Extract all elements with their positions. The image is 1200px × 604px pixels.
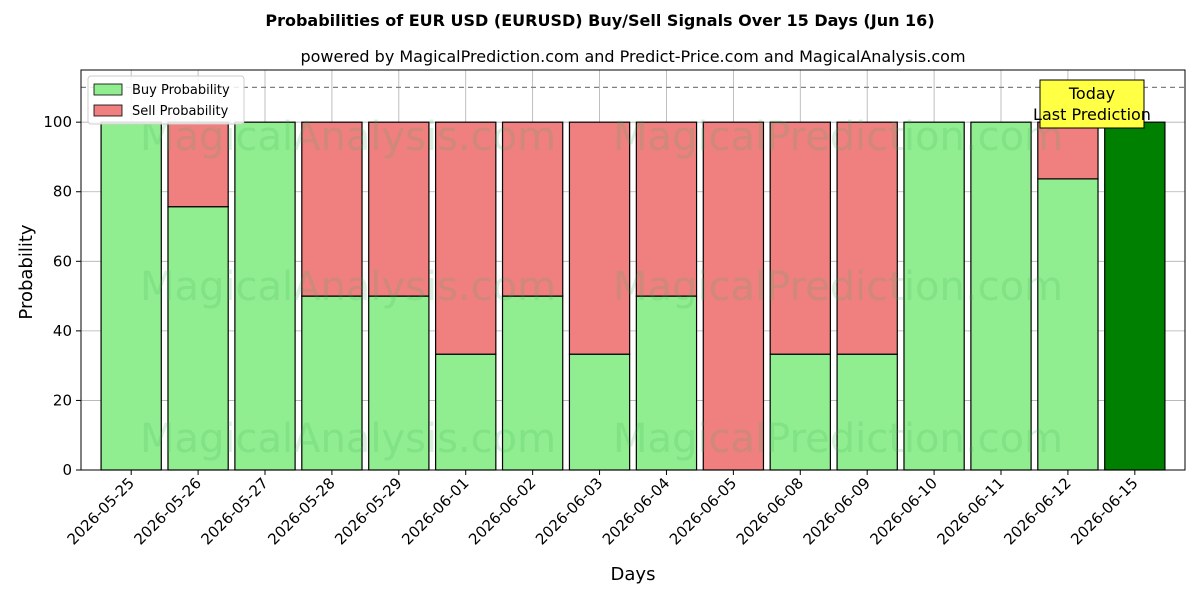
x-tick-label: 2026-06-03 [532,474,606,548]
buy-bar [234,121,296,471]
sell-bar [836,121,898,355]
legend-label: Buy Probability [132,83,230,98]
sell-bar [167,121,229,208]
buy-bar [970,121,1032,471]
y-tick-label: 80 [53,183,72,201]
sell-bar [368,121,430,297]
sell-bar [1037,121,1099,180]
watermark-text: MagicalAnalysis.com [140,264,556,310]
x-tick-label: 2026-06-09 [800,474,874,548]
y-tick-label: 60 [53,252,72,270]
sell-bar [702,121,765,471]
buy-bar [435,353,497,471]
legend-swatch [93,104,123,117]
axes-frame [80,69,1186,471]
buy-bar [301,295,363,471]
x-tick-label: 2026-06-04 [599,474,673,548]
buy-bar [1037,178,1099,471]
buy-bar [903,121,965,471]
sell-bar [301,121,363,297]
y-tick-label: 100 [43,113,72,131]
sell-bar [568,121,631,355]
buy-bar [836,353,898,471]
annotation-line: Today [1068,84,1115,103]
watermark-text: MagicalPrediction.com [613,264,1063,310]
buy-bar [368,295,430,471]
y-tick-label: 40 [53,322,72,340]
x-tick-label: 2026-05-25 [64,474,138,548]
buy-bar [568,353,631,471]
x-tick-label: 2026-06-01 [398,474,472,548]
watermark-text: MagicalPrediction.com [613,114,1063,160]
y-tick-label: 20 [53,391,72,409]
annotation-line: Last Prediction [1033,105,1151,124]
watermark-text: MagicalPrediction.com [613,416,1063,462]
y-axis-label: Probability [16,224,37,319]
x-tick-label: 2026-06-02 [465,474,539,548]
sell-bar [769,121,831,355]
watermark-text: MagicalAnalysis.com [140,416,556,462]
buy-bar [635,295,698,471]
x-tick-label: 2026-05-27 [197,474,271,548]
annotation-box [1039,79,1145,129]
chart-subtitle: powered by MagicalPrediction.com and Pre… [300,47,965,66]
x-tick-label: 2026-06-15 [1067,474,1141,548]
chart-title: Probabilities of EUR USD (EURUSD) Buy/Se… [265,11,934,30]
buy-bar [769,353,831,471]
x-tick-label: 2026-05-29 [331,474,405,548]
buy-bar [1104,121,1166,471]
legend-box [87,75,245,125]
x-axis-label: Days [611,564,656,585]
legend-swatch [93,83,123,96]
plot-area: MagicalAnalysis.com MagicalPrediction.com… [43,69,1186,548]
y-tick-label: 0 [62,461,72,479]
buy-bar [501,295,564,471]
sell-bar [435,121,497,355]
x-tick-label: 2026-06-10 [867,474,941,548]
x-tick-label: 2026-05-28 [264,474,338,548]
x-tick-label: 2026-05-26 [131,474,205,548]
x-tick-label: 2026-06-11 [933,474,1007,548]
x-tick-label: 2026-06-12 [1000,474,1074,548]
sell-bar [501,121,564,297]
sell-bar [635,121,698,297]
legend-label: Sell Probability [132,104,229,119]
x-tick-label: 2026-06-05 [666,474,740,548]
x-tick-label: 2026-06-08 [733,474,807,548]
